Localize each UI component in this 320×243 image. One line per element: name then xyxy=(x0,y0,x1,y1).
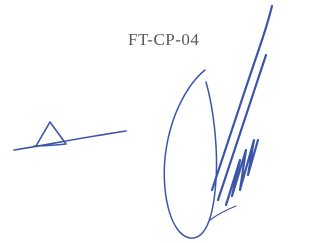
signature-line xyxy=(14,131,126,150)
signature-loop xyxy=(164,70,216,238)
signature-tail xyxy=(210,206,236,220)
signature-strokes xyxy=(212,6,272,205)
page: {"document": {"code": "FT-CP-04"}} FT-CP… xyxy=(0,0,286,243)
signature xyxy=(0,0,286,243)
